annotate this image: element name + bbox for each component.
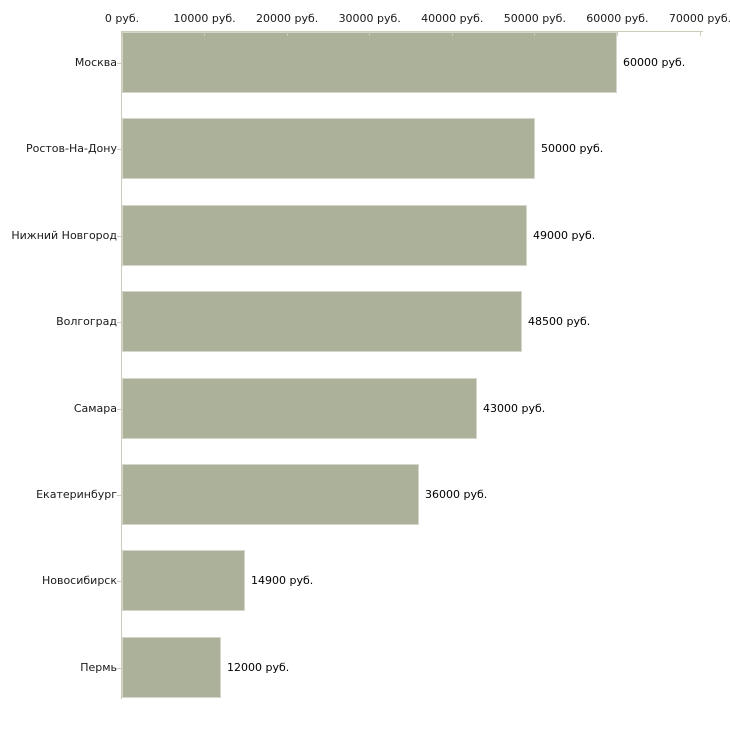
category-label: Пермь	[80, 660, 117, 674]
x-axis-tick-label: 30000 руб.	[338, 12, 401, 25]
value-label: 12000 руб.	[227, 660, 290, 674]
x-axis-tick-label: 60000 руб.	[586, 12, 649, 25]
value-label: 50000 руб.	[541, 142, 604, 156]
category-tick	[117, 235, 122, 237]
category-label: Самара	[73, 401, 117, 415]
value-label: 60000 руб.	[623, 56, 686, 69]
x-axis-tick	[286, 32, 288, 36]
category-label: Екатеринбург	[36, 488, 117, 501]
y-axis-line	[121, 31, 122, 699]
x-axis-line	[122, 31, 703, 32]
x-axis-tick	[121, 32, 123, 36]
x-axis-tick-label: 20000 руб.	[256, 12, 319, 25]
x-axis-tick-label: 0 руб.	[104, 12, 140, 25]
bar-1	[122, 32, 617, 93]
value-label: 43000 руб.	[483, 401, 546, 415]
x-axis-tick	[616, 32, 618, 36]
category-tick	[117, 495, 122, 496]
bar-8	[122, 636, 221, 698]
bar-4	[122, 291, 522, 353]
category-tick	[117, 149, 122, 151]
x-axis-tick-label: 10000 руб.	[173, 12, 236, 25]
value-label: 49000 руб.	[533, 228, 596, 242]
x-axis-tick	[534, 32, 536, 36]
x-axis-tick	[369, 32, 371, 36]
bar-7	[122, 550, 245, 612]
x-axis-tick-label: 70000 руб.	[668, 12, 730, 25]
value-label: 36000 руб.	[425, 488, 488, 501]
x-axis-tick-label: 50000 руб.	[503, 12, 566, 25]
category-label: Ростов-На-Дону	[25, 142, 117, 156]
category-tick	[117, 667, 122, 669]
x-axis-tick	[204, 32, 206, 36]
category-tick	[117, 408, 122, 410]
category-label: Нижний Новгород	[11, 228, 117, 242]
value-label: 48500 руб.	[528, 315, 591, 329]
x-axis-tick	[699, 32, 701, 36]
category-label: Москва	[74, 56, 117, 69]
bar-3	[122, 204, 527, 266]
category-label: Волгоград	[56, 315, 117, 329]
bar-5	[122, 377, 477, 439]
category-tick	[117, 63, 122, 64]
bar-2	[122, 118, 535, 180]
category-label: Новосибирск	[41, 574, 117, 588]
category-tick	[117, 322, 122, 324]
bar-6	[122, 464, 419, 525]
x-axis-tick	[451, 32, 453, 36]
value-label: 14900 руб.	[251, 574, 314, 588]
x-axis-tick-label: 40000 руб.	[421, 12, 484, 25]
category-tick	[117, 581, 122, 583]
